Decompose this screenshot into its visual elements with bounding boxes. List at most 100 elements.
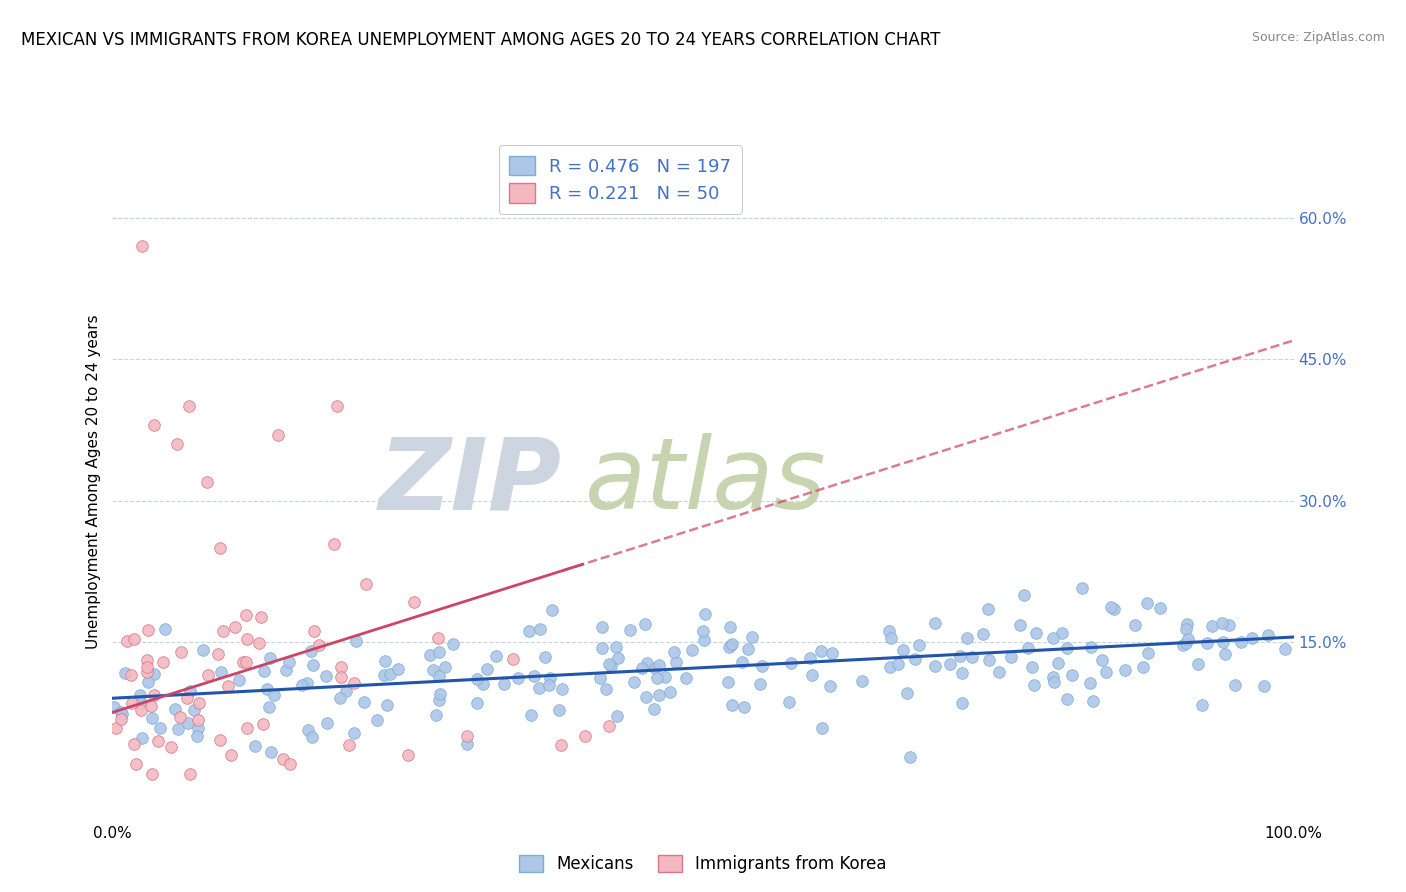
Point [924, 615, 946, 630]
Point [427, 669, 450, 683]
Point [1223, 678, 1246, 692]
Point [592, 640, 614, 655]
Point [141, 766, 163, 780]
Point [110, 712, 132, 726]
Point [1056, 641, 1078, 656]
Point [1171, 638, 1194, 652]
Point [887, 657, 910, 672]
Point [142, 418, 165, 433]
Point [1010, 618, 1032, 632]
Point [228, 673, 250, 688]
Point [179, 400, 201, 414]
Point [606, 651, 628, 665]
Text: MEXICAN VS IMMIGRANTS FROM KOREA UNEMPLOYMENT AMONG AGES 20 TO 24 YEARS CORRELAT: MEXICAN VS IMMIGRANTS FROM KOREA UNEMPLO… [21, 31, 941, 49]
Point [1050, 626, 1073, 640]
Point [924, 659, 946, 673]
Point [186, 729, 208, 743]
Point [1218, 617, 1240, 632]
Point [160, 739, 183, 754]
Point [301, 730, 323, 744]
Point [250, 609, 273, 624]
Point [256, 681, 278, 696]
Point [537, 678, 560, 692]
Point [574, 729, 596, 743]
Point [374, 653, 396, 667]
Text: Source: ZipAtlas.com: Source: ZipAtlas.com [1251, 31, 1385, 45]
Point [247, 636, 270, 650]
Point [654, 671, 676, 685]
Point [155, 622, 177, 636]
Point [207, 648, 229, 662]
Point [851, 674, 873, 689]
Point [337, 739, 360, 753]
Point [778, 695, 800, 709]
Point [780, 657, 803, 671]
Point [329, 659, 352, 673]
Point [456, 737, 478, 751]
Point [592, 620, 614, 634]
Point [343, 725, 366, 739]
Point [418, 648, 440, 662]
Point [259, 651, 281, 665]
Point [1136, 595, 1159, 609]
Point [315, 669, 337, 683]
Point [353, 695, 375, 709]
Point [619, 623, 641, 637]
Point [896, 686, 918, 700]
Point [1062, 668, 1084, 682]
Point [138, 675, 160, 690]
Point [141, 711, 163, 725]
Point [169, 710, 191, 724]
Point [152, 655, 174, 669]
Point [179, 766, 201, 780]
Y-axis label: Unemployment Among Ages 20 to 24 years: Unemployment Among Ages 20 to 24 years [86, 314, 101, 649]
Point [636, 690, 658, 705]
Point [267, 427, 290, 442]
Point [598, 719, 620, 733]
Point [523, 668, 546, 682]
Point [533, 649, 555, 664]
Point [1022, 678, 1045, 692]
Point [962, 650, 984, 665]
Point [527, 681, 550, 695]
Point [664, 645, 686, 659]
Point [648, 688, 671, 702]
Point [124, 737, 146, 751]
Point [235, 607, 257, 622]
Point [1104, 601, 1126, 615]
Point [904, 652, 927, 666]
Point [396, 747, 419, 762]
Point [291, 678, 314, 692]
Point [191, 643, 214, 657]
Point [695, 607, 717, 621]
Point [129, 696, 152, 710]
Point [721, 637, 744, 651]
Point [659, 685, 682, 699]
Point [129, 703, 152, 717]
Point [634, 616, 657, 631]
Point [176, 715, 198, 730]
Point [212, 624, 235, 639]
Point [1257, 627, 1279, 641]
Point [733, 700, 755, 714]
Point [138, 624, 160, 638]
Legend: Mexicans, Immigrants from Korea: Mexicans, Immigrants from Korea [513, 848, 893, 880]
Point [278, 757, 301, 772]
Point [1000, 650, 1022, 665]
Point [441, 637, 464, 651]
Point [692, 624, 714, 639]
Point [335, 683, 357, 698]
Point [1274, 641, 1296, 656]
Point [219, 747, 242, 762]
Point [1056, 692, 1078, 706]
Point [1012, 589, 1035, 603]
Point [508, 671, 530, 685]
Point [135, 653, 157, 667]
Point [737, 642, 759, 657]
Point [299, 643, 322, 657]
Point [1080, 640, 1102, 655]
Point [253, 665, 276, 679]
Point [1212, 634, 1234, 648]
Point [636, 656, 658, 670]
Point [898, 749, 921, 764]
